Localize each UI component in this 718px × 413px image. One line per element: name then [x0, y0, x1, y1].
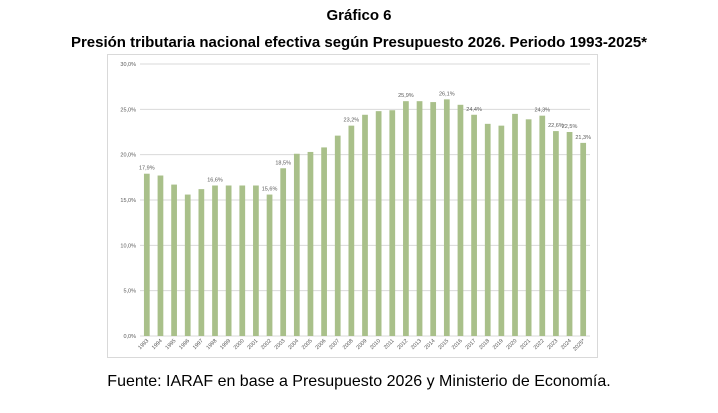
x-tick-label: 2006 [315, 338, 328, 351]
bar [580, 142, 587, 336]
data-label: 23,2% [344, 118, 360, 124]
bar [280, 168, 287, 336]
x-tick-label: 2002 [260, 338, 273, 351]
x-tick-label: 2017 [465, 338, 478, 351]
bar [198, 189, 205, 336]
bar [566, 132, 573, 336]
bar [539, 115, 546, 337]
x-tick-label: 2022 [533, 338, 546, 351]
data-label: 17,9% [139, 166, 155, 172]
bar [375, 111, 382, 336]
x-tick-label: 2003 [274, 338, 287, 351]
y-tick-label: 5,0% [123, 289, 136, 295]
bar [457, 104, 464, 336]
bar [253, 185, 259, 336]
y-tick-label: 30,0% [120, 62, 136, 68]
data-label: 15,6% [262, 187, 278, 193]
bar [321, 147, 327, 336]
data-label: 25,9% [398, 93, 414, 99]
x-tick-label: 2004 [287, 338, 300, 351]
x-tick-label: 2025* [572, 338, 587, 353]
bar [498, 125, 505, 336]
y-tick-label: 25,0% [120, 107, 136, 113]
bar [553, 131, 559, 336]
y-tick-label: 0,0% [123, 334, 136, 340]
x-tick-label: 1998 [206, 338, 219, 351]
bar [512, 113, 518, 336]
bar [266, 194, 273, 336]
bar [334, 135, 341, 336]
chart-area: 0,0% 5,0% 10,0% 15,0% 20,0% 25,0% 30,0% 17,9% 19… [107, 54, 598, 358]
x-tick-label: 2010 [369, 338, 382, 351]
x-tick-label: 1996 [178, 338, 191, 351]
x-tick-label: 1995 [165, 338, 178, 351]
chart-subtitle: Presión tributaria nacional efectiva seg… [70, 34, 648, 51]
x-tick-label: 2001 [246, 338, 259, 351]
bar [471, 114, 477, 336]
x-tick-label: 2015 [437, 338, 450, 351]
bar [212, 185, 218, 336]
data-label: 24,3% [534, 108, 550, 114]
chart-title: Gráfico 6 [326, 7, 392, 24]
x-tick-label: 2005 [301, 338, 314, 351]
data-label: 22,6% [548, 123, 564, 129]
bar [225, 185, 232, 336]
x-tick-label: 1994 [151, 338, 164, 351]
data-label: 26,1% [439, 91, 455, 97]
bar [157, 175, 164, 336]
data-label: 18,5% [275, 160, 291, 166]
x-tick-label: 1993 [137, 338, 150, 351]
data-label: 24,4% [466, 107, 482, 113]
x-tick-label: 2018 [478, 338, 491, 351]
data-label: 21,3% [575, 135, 591, 141]
x-tick-label: 2023 [546, 338, 559, 351]
x-tick-label: 2024 [560, 338, 573, 351]
data-label: 22,5% [562, 124, 578, 130]
y-tick-label: 20,0% [120, 153, 136, 159]
bar [443, 99, 450, 336]
bar [239, 185, 246, 336]
bar [430, 102, 437, 336]
y-tick-label: 15,0% [120, 198, 136, 204]
bar [416, 101, 423, 336]
bar [525, 119, 532, 336]
x-tick-label: 2016 [451, 338, 464, 351]
bar [307, 151, 314, 336]
x-tick-label: 2021 [519, 338, 532, 351]
x-tick-label: 1999 [219, 338, 232, 351]
x-tick-label: 2007 [328, 338, 341, 351]
x-tick-label: 2011 [383, 338, 396, 351]
x-tick-label: 2008 [342, 338, 355, 351]
bar-chart: 0,0% 5,0% 10,0% 15,0% 20,0% 25,0% 30,0% 17,9% 19… [120, 62, 591, 353]
bar [171, 184, 177, 336]
source-note: Fuente: IARAF en base a Presupuesto 2026… [107, 373, 611, 390]
bar [293, 153, 300, 336]
bar [403, 101, 409, 336]
x-tick-label: 2020 [506, 338, 519, 351]
x-tick-label: 2012 [396, 338, 409, 351]
y-tick-label: 10,0% [120, 243, 136, 249]
x-tick-label: 2019 [492, 338, 505, 351]
x-tick-label: 2013 [410, 338, 423, 351]
x-tick-label: 2014 [424, 338, 437, 351]
bar [362, 114, 368, 336]
x-tick-label: 2009 [356, 338, 369, 351]
x-tick-label: 2000 [233, 338, 246, 351]
x-tick-label: 1997 [192, 338, 205, 351]
bar [143, 173, 150, 336]
bar [484, 123, 491, 336]
data-label: 16,6% [207, 177, 223, 183]
bar [389, 110, 396, 336]
bar [348, 125, 355, 336]
bar [184, 194, 191, 336]
